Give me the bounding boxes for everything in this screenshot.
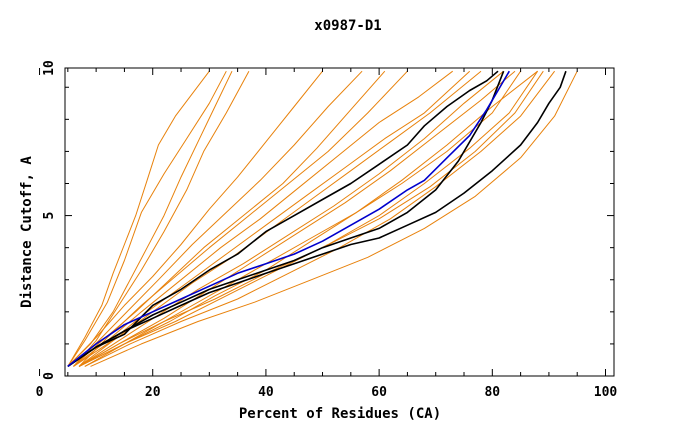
series-line-highlighted-model (67, 70, 510, 368)
axes-layer: 0 20 40 60 80 100 0 5 10 (36, 60, 618, 400)
series-line-model-13 (78, 70, 516, 367)
plot-frame (64, 67, 615, 377)
series-line-model-12 (78, 70, 504, 367)
series-line-reference-3 (67, 70, 567, 368)
y-tick-label: 5 (42, 212, 57, 220)
y-axis-label: Distance Cutoff, A (19, 156, 35, 308)
series-line-model-18 (84, 70, 522, 367)
series-line-model-14 (78, 70, 538, 367)
series-line-model-01 (67, 70, 210, 367)
series-line-model-05 (67, 70, 323, 367)
y-tick-label: 0 (42, 372, 57, 380)
y-tick-label: 10 (42, 60, 57, 76)
series-line-model-03 (67, 70, 233, 367)
series-line-model-08 (78, 70, 408, 367)
series-line-reference-2 (67, 70, 505, 368)
series-line-model-06 (73, 70, 363, 367)
x-tick-label: 40 (258, 385, 274, 400)
series-line-model-10 (73, 70, 471, 367)
x-tick-label: 20 (145, 385, 161, 400)
series-line-reference-1 (67, 70, 499, 368)
chart-title: x0987-D1 (314, 18, 381, 34)
series-line-model-02 (67, 70, 227, 367)
x-tick-label: 80 (484, 385, 500, 400)
x-tick-label: 0 (36, 385, 44, 400)
series-layer (67, 70, 578, 368)
series-line-model-19 (90, 70, 578, 367)
x-tick-label: 60 (371, 385, 387, 400)
x-axis-label: Percent of Residues (CA) (239, 406, 441, 422)
x-tick-label: 100 (594, 385, 618, 400)
